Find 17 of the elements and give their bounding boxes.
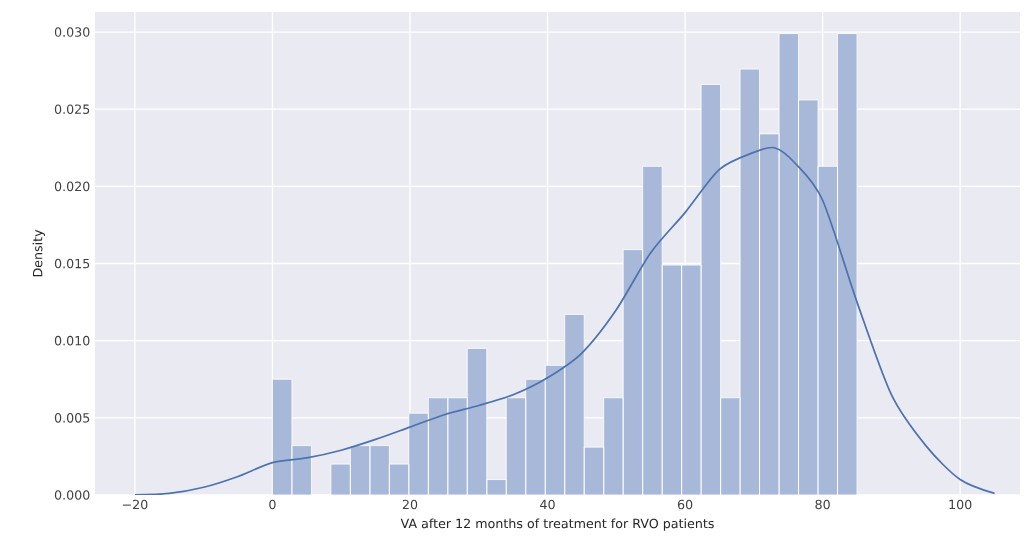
y-tick-label: 0.025: [54, 104, 90, 114]
x-tick-label: 0: [269, 499, 276, 510]
x-tick-label: 40: [540, 499, 555, 510]
line-series: [134, 146, 996, 495]
x-tick-label: −20: [122, 499, 148, 510]
x-axis-title: VA after 12 months of treatment for RVO patients: [400, 518, 714, 531]
y-tick-label: 0.020: [54, 181, 90, 192]
x-tick-label: 60: [677, 499, 693, 510]
y-tick-label: 0.005: [54, 413, 90, 423]
x-tick-label: 20: [402, 499, 418, 510]
y-tick-label: 0.010: [54, 335, 90, 346]
y-axis-title: Density: [32, 229, 45, 277]
y-tick-label: 0.000: [54, 490, 90, 500]
y-tick-label: 0.030: [54, 27, 90, 37]
x-tick-label: 100: [949, 499, 972, 510]
y-tick-label: 0.015: [54, 258, 90, 269]
x-tick-label: 80: [815, 499, 830, 510]
